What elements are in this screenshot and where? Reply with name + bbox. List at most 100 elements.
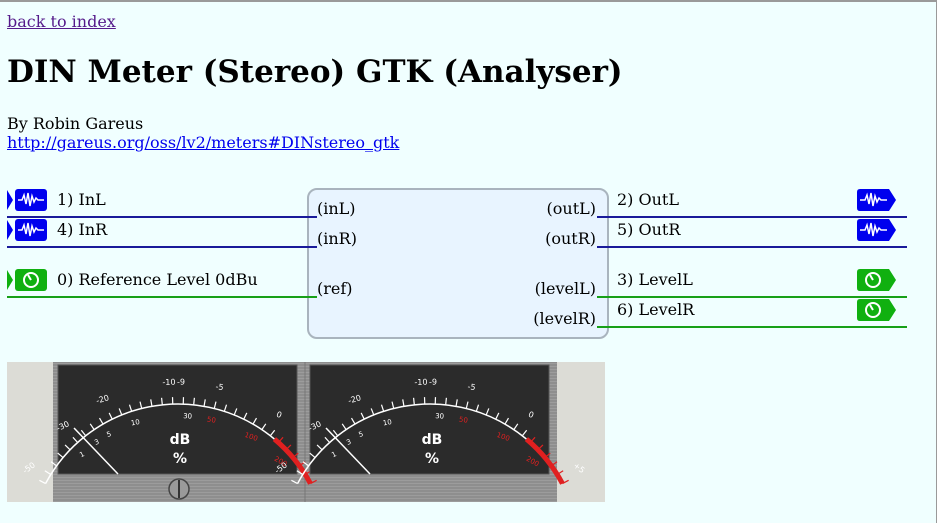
scale-label-pct: 50	[458, 415, 468, 424]
output-port-outr[interactable]: 5) OutR	[597, 218, 907, 248]
scale-tick	[39, 479, 46, 485]
scale-tick	[529, 436, 536, 443]
scale-tick	[269, 429, 276, 437]
output-port-outl[interactable]: 2) OutL	[597, 188, 907, 218]
scale-tick	[475, 404, 480, 412]
scale-tick	[150, 399, 153, 407]
scale-tick	[72, 436, 79, 443]
scale-tick	[485, 408, 490, 416]
units-pct-label: %	[425, 451, 439, 467]
output-port-levelr[interactable]: 6) LevelR	[597, 298, 907, 328]
scale-arc-red	[524, 437, 565, 485]
scale-tick	[521, 429, 528, 437]
scale-label-db: -50	[21, 461, 37, 476]
scale-tick	[118, 408, 123, 416]
port-symbol-ref: (ref)	[317, 279, 353, 298]
port-label: 2) OutL	[617, 190, 679, 209]
scale-tick	[261, 423, 267, 430]
scale-label-pct: 3	[93, 438, 100, 447]
port-line	[597, 246, 907, 248]
scale-tick	[556, 470, 564, 476]
page-title: DIN Meter (Stereo) GTK (Analyser)	[7, 54, 623, 90]
control-port-icon	[7, 269, 47, 291]
scale-tick	[341, 423, 347, 430]
scale-tick	[332, 429, 339, 437]
scale-tick	[139, 401, 143, 409]
scale-tick	[380, 404, 385, 412]
port-label: 5) OutR	[617, 220, 681, 239]
scale-tick	[44, 470, 52, 476]
scale-arc	[296, 403, 527, 484]
meter-needle	[73, 427, 119, 475]
scale-tick	[223, 404, 228, 412]
scale-tick	[296, 470, 304, 476]
scale-tick	[50, 461, 58, 467]
scale-label-db: -20	[347, 393, 362, 405]
scale-label-pct: 100	[243, 431, 258, 443]
port-label: 4) InR	[57, 220, 108, 239]
port-line	[7, 296, 317, 298]
scale-tick	[504, 417, 510, 425]
scale-label-db: -10	[162, 378, 175, 387]
port-line	[7, 216, 317, 218]
scale-label-pct: 5	[358, 430, 365, 439]
audio-port-icon	[857, 219, 896, 241]
scale-tick	[57, 452, 64, 459]
scale-label-pct: 100	[495, 431, 510, 443]
scale-tick	[402, 399, 405, 407]
port-symbol-outr: (outR)	[545, 229, 596, 248]
audio-port-icon	[7, 189, 47, 211]
scale-label-pct: 50	[206, 415, 216, 424]
scale-tick	[213, 401, 217, 409]
scale-label-db: +5	[572, 461, 587, 475]
scale-tick	[360, 412, 365, 420]
scale-tick	[412, 397, 415, 405]
scale-tick	[324, 436, 331, 443]
scale-label-pct: 1	[330, 450, 338, 459]
scale-label-db: -20	[95, 393, 110, 405]
units-db-label: dB	[170, 432, 191, 448]
input-port-inl[interactable]: 1) InL	[7, 188, 317, 218]
units-db-label: dB	[422, 432, 443, 448]
reset-knob[interactable]	[168, 478, 190, 500]
port-symbol-inl: (inL)	[317, 199, 356, 218]
scale-tick	[89, 423, 95, 430]
plugin-author: By Robin Gareus	[7, 114, 144, 133]
port-label: 1) InL	[57, 190, 106, 209]
input-port-inr[interactable]: 4) InR	[7, 218, 317, 248]
port-line	[597, 296, 907, 298]
port-symbol-outl: (outL)	[546, 199, 596, 218]
scale-tick	[203, 399, 206, 407]
scale-tick	[455, 399, 458, 407]
port-symbol-levelr: (levelR)	[533, 309, 596, 328]
input-port-ref[interactable]: 0) Reference Level 0dBu	[7, 268, 317, 298]
scale-tick	[64, 444, 71, 451]
scale-tick	[537, 444, 544, 451]
scale-label-pct: 30	[183, 412, 192, 420]
plugin-uri-link[interactable]: http://gareus.org/oss/lv2/meters#DINster…	[7, 133, 400, 152]
scale-label-db: -5	[467, 382, 476, 392]
scale-label-pct: 5	[106, 430, 113, 439]
back-to-index-link[interactable]: back to index	[7, 12, 116, 31]
scale-tick	[285, 444, 292, 451]
scale-tick	[316, 444, 323, 451]
scale-tick	[550, 461, 558, 467]
port-label: 6) LevelR	[617, 300, 695, 319]
control-port-icon	[857, 269, 896, 291]
scale-tick	[465, 401, 469, 409]
scale-tick	[160, 397, 163, 405]
scale-tick	[544, 452, 551, 459]
audio-port-icon	[7, 219, 47, 241]
scale-label-db: -9	[177, 377, 185, 386]
scale-tick	[350, 417, 356, 425]
output-port-levell[interactable]: 3) LevelL	[597, 268, 907, 298]
scale-tick	[302, 461, 310, 467]
units-pct-label: %	[173, 451, 187, 467]
scale-label-db: -9	[429, 377, 437, 386]
meter-needle	[325, 427, 371, 475]
audio-port-icon	[857, 189, 896, 211]
scale-tick	[252, 417, 258, 425]
